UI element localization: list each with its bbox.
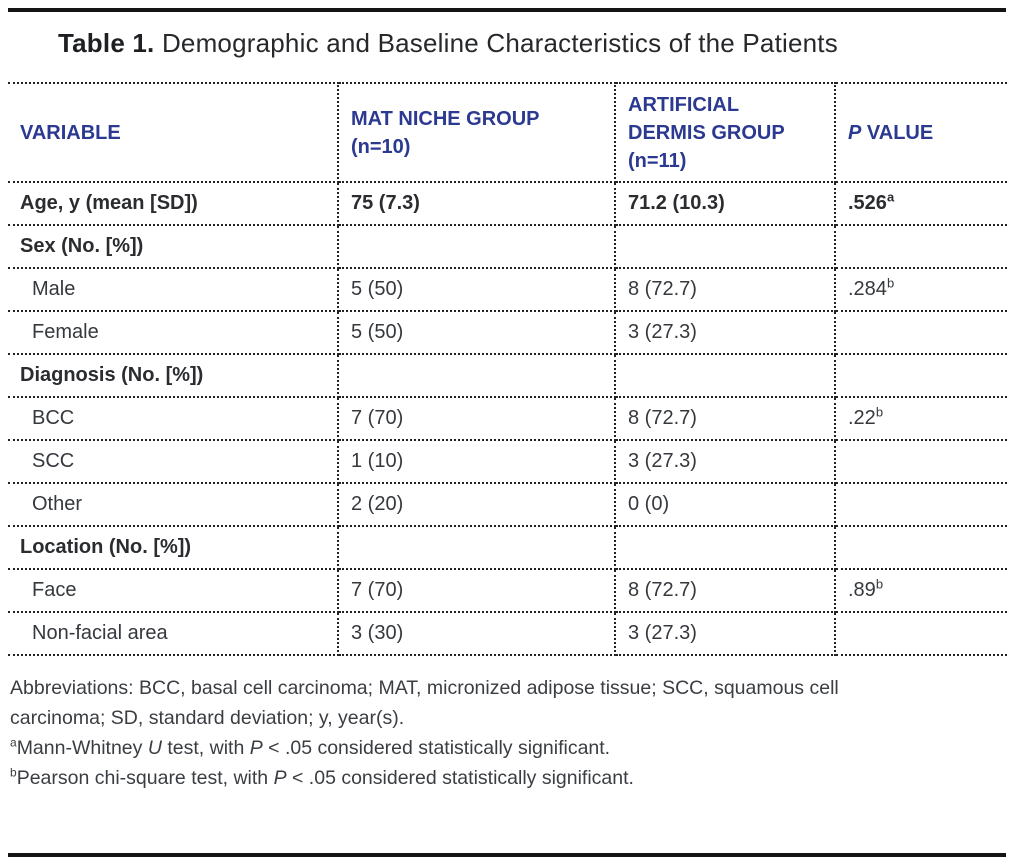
table-title: Table 1. Demographic and Baseline Charac… — [0, 0, 1015, 61]
p-footnote-marker: a — [886, 189, 895, 205]
artificial-dermis-cell: 3 (27.3) — [614, 611, 836, 656]
p-footnote-marker: b — [886, 275, 895, 291]
artificial-dermis-cell: 71.2 (10.3) — [614, 181, 836, 226]
mat-niche-cell: 7 (70) — [337, 396, 616, 441]
table-row-female: Female 5 (50) 3 (27.3) — [8, 310, 1007, 355]
p-value: .89 — [848, 579, 876, 601]
variable-cell: Non-facial area — [8, 611, 339, 656]
footnote-b-italic-p: P — [273, 767, 287, 789]
p-value-cell: .89b — [834, 568, 1007, 613]
artificial-dermis-cell: 8 (72.7) — [614, 396, 836, 441]
footnote-a-marker: a — [10, 735, 17, 750]
artificial-dermis-cell — [614, 525, 836, 570]
footnote-a-italic-u: U — [147, 737, 162, 759]
p-footnote-marker: b — [875, 404, 884, 420]
artificial-dermis-cell: 0 (0) — [614, 482, 836, 527]
table-row-other: Other 2 (20) 0 (0) — [8, 482, 1007, 527]
p-value-cell — [834, 310, 1007, 355]
table-row-scc: SCC 1 (10) 3 (27.3) — [8, 439, 1007, 484]
col-header-mat-niche: MAT NICHE GROUP (n=10) — [337, 82, 616, 183]
mat-niche-cell: 5 (50) — [337, 267, 616, 312]
variable-cell: SCC — [8, 439, 339, 484]
col-header-artificial-dermis-n: (n=11) — [628, 149, 687, 172]
mat-niche-cell — [337, 353, 616, 398]
p-footnote-marker: b — [875, 576, 884, 592]
p-value-cell: .284b — [834, 267, 1007, 312]
variable-cell: Face — [8, 568, 339, 613]
footnote-a-text: < .05 considered statistically significa… — [262, 737, 611, 759]
footnote-b-marker: b — [10, 765, 17, 780]
p-value: .284 — [848, 278, 887, 300]
variable-cell: BCC — [8, 396, 339, 441]
demographics-table: VARIABLE MAT NICHE GROUP (n=10) ARTIFICIA… — [8, 82, 1007, 656]
variable-cell: Male — [8, 267, 339, 312]
variable-cell: Female — [8, 310, 339, 355]
col-header-artificial-dermis: ARTIFICIAL DERMIS GROUP (n=11) — [614, 82, 836, 183]
col-header-artificial-dermis-label: ARTIFICIAL DERMIS GROUP — [628, 93, 785, 144]
table-row-sex: Sex (No. [%]) — [8, 224, 1007, 269]
variable-cell: Sex (No. [%]) — [8, 224, 339, 269]
table-caption: Demographic and Baseline Characteristics… — [161, 28, 838, 58]
col-header-variable: VARIABLE — [8, 82, 339, 183]
col-header-p-rest: VALUE — [861, 121, 934, 144]
table-label: Table 1. — [58, 28, 155, 58]
footnote-b: bPearson chi-square test, with P < .05 c… — [10, 763, 1007, 793]
mat-niche-cell: 2 (20) — [337, 482, 616, 527]
col-header-p-value: P VALUE — [834, 82, 1007, 183]
abbreviations-note: Abbreviations: BCC, basal cell carcinoma… — [10, 677, 839, 729]
col-header-variable-label: VARIABLE — [20, 121, 121, 144]
table-row-face: Face 7 (70) 8 (72.7) .89b — [8, 568, 1007, 613]
p-value-cell: .22b — [834, 396, 1007, 441]
mat-niche-cell: 1 (10) — [337, 439, 616, 484]
p-value-cell — [834, 611, 1007, 656]
p-value: .526 — [848, 192, 887, 214]
p-value-cell — [834, 482, 1007, 527]
p-value-cell — [834, 439, 1007, 484]
table-row-bcc: BCC 7 (70) 8 (72.7) .22b — [8, 396, 1007, 441]
mat-niche-cell: 7 (70) — [337, 568, 616, 613]
artificial-dermis-cell — [614, 224, 836, 269]
table-row-non-facial: Non-facial area 3 (30) 3 (27.3) — [8, 611, 1007, 656]
variable-cell: Location (No. [%]) — [8, 525, 339, 570]
p-value: .22 — [848, 407, 876, 429]
variable-cell: Other — [8, 482, 339, 527]
bottom-rule — [8, 853, 1006, 857]
table-row-male: Male 5 (50) 8 (72.7) .284b — [8, 267, 1007, 312]
artificial-dermis-cell: 3 (27.3) — [614, 439, 836, 484]
top-rule — [8, 8, 1006, 12]
artificial-dermis-cell: 8 (72.7) — [614, 267, 836, 312]
header-row: VARIABLE MAT NICHE GROUP (n=10) ARTIFICIA… — [8, 82, 1007, 183]
artificial-dermis-cell: 8 (72.7) — [614, 568, 836, 613]
variable-cell: Diagnosis (No. [%]) — [8, 353, 339, 398]
mat-niche-cell: 5 (50) — [337, 310, 616, 355]
artificial-dermis-cell — [614, 353, 836, 398]
p-value-cell: .526a — [834, 181, 1007, 226]
table-row-diagnosis: Diagnosis (No. [%]) — [8, 353, 1007, 398]
artificial-dermis-cell: 3 (27.3) — [614, 310, 836, 355]
table-row-location: Location (No. [%]) — [8, 525, 1007, 570]
footnote-a-italic-p: P — [249, 737, 263, 759]
col-header-mat-niche-label: MAT NICHE GROUP — [351, 107, 540, 130]
footnote-a-text: Mann-Whitney — [16, 737, 148, 759]
table-footnotes: Abbreviations: BCC, basal cell carcinoma… — [10, 673, 1007, 793]
p-value-cell — [834, 525, 1007, 570]
p-value-cell — [834, 353, 1007, 398]
mat-niche-cell: 75 (7.3) — [337, 181, 616, 226]
footnote-b-text: < .05 considered statistically significa… — [286, 767, 634, 789]
footnote-a: aMann-Whitney U test, with P < .05 consi… — [10, 733, 1007, 763]
mat-niche-cell: 3 (30) — [337, 611, 616, 656]
mat-niche-cell — [337, 525, 616, 570]
variable-cell: Age, y (mean [SD]) — [8, 181, 339, 226]
footnote-a-text: test, with — [161, 737, 250, 759]
mat-niche-cell — [337, 224, 616, 269]
table-row-age: Age, y (mean [SD]) 75 (7.3) 71.2 (10.3) … — [8, 181, 1007, 226]
p-value-cell — [834, 224, 1007, 269]
col-header-mat-niche-n: (n=10) — [351, 135, 411, 158]
footnote-b-text: Pearson chi-square test, with — [16, 767, 274, 789]
col-header-p-italic: P — [848, 121, 862, 144]
